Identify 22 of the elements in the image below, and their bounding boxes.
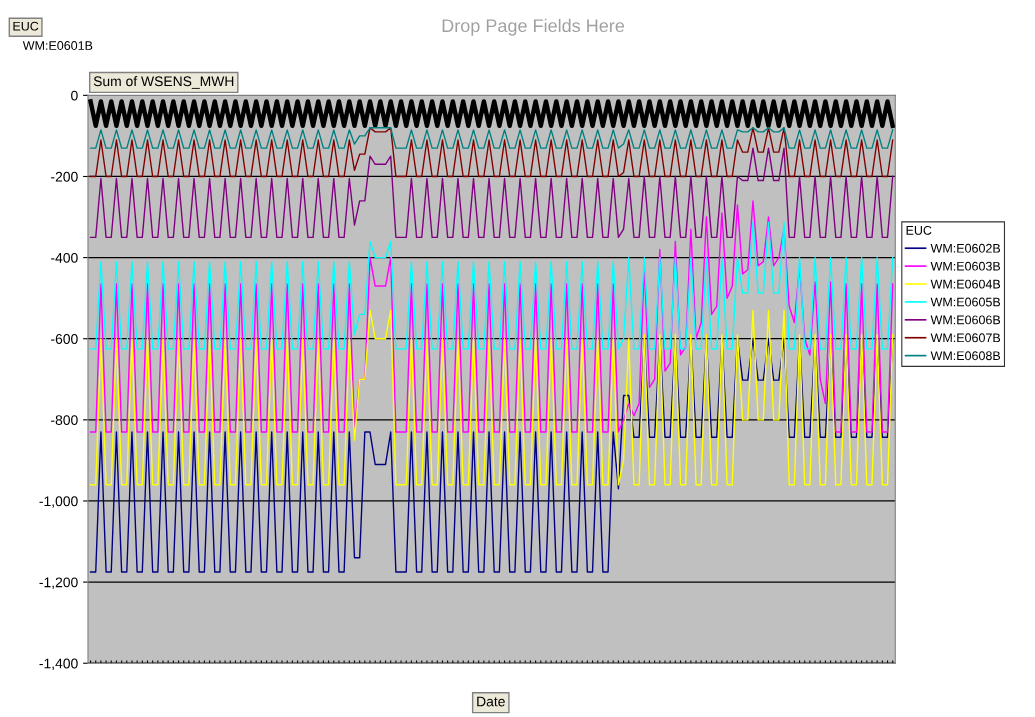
y-tick-label: -1,000: [39, 496, 78, 508]
legend-label: WM:E0606B: [930, 315, 1001, 325]
text: WM:E0601B: [22, 41, 93, 50]
legend-label: WM:E0605B: [930, 297, 1001, 307]
legend-label: WM:E0607B: [930, 333, 1001, 343]
y-tick-label: -1,200: [39, 577, 78, 589]
y-tick-label: -400: [51, 252, 78, 263]
y-tick-label: -800: [51, 415, 78, 426]
y-tick-label: -200: [51, 171, 78, 182]
legend-label: WM:E0603B: [930, 261, 1001, 271]
text: Date: [477, 696, 505, 707]
text: Drop Page Fields Here: [442, 18, 625, 36]
y-tick-label: 0: [71, 90, 78, 101]
line-series: [89, 127, 894, 149]
text: Sum of WSENS_MWH: [93, 76, 234, 89]
y-tick-label: -1,400: [39, 658, 78, 671]
legend-label: WM:E0608B: [930, 351, 1001, 361]
text: EUC: [13, 21, 39, 31]
legend-label: WM:E0604B: [930, 279, 1001, 289]
y-tick-label: -600: [51, 334, 78, 344]
legend-title: EUC: [906, 225, 932, 235]
legend-label: WM:E0602B: [930, 243, 1001, 253]
